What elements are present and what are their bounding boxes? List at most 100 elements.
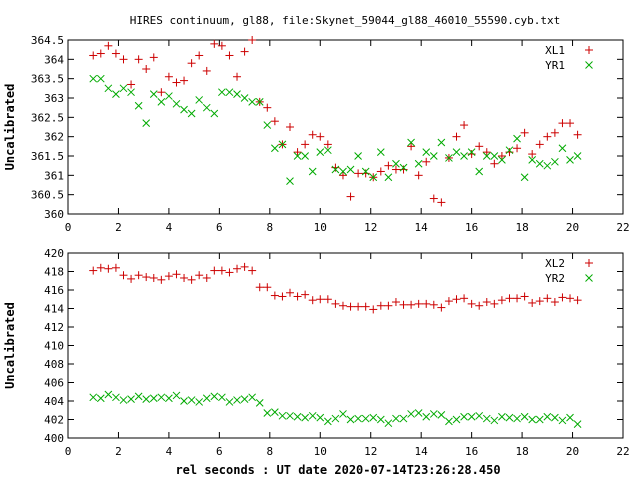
x-tick-label: 8 bbox=[267, 221, 274, 234]
data-point bbox=[399, 414, 408, 423]
data-point bbox=[475, 167, 484, 176]
data-point bbox=[369, 305, 378, 314]
y-tick-label: 362 bbox=[44, 131, 64, 144]
data-point bbox=[437, 198, 446, 207]
data-point bbox=[89, 266, 98, 275]
data-point bbox=[467, 150, 476, 159]
series-XL2 bbox=[89, 262, 582, 314]
data-point bbox=[316, 295, 325, 304]
x-tick-label: 6 bbox=[216, 445, 223, 458]
data-point bbox=[119, 84, 128, 93]
data-point bbox=[270, 117, 279, 126]
data-point bbox=[543, 161, 552, 170]
data-point bbox=[475, 142, 484, 151]
data-point bbox=[543, 294, 552, 303]
data-point bbox=[452, 295, 461, 304]
data-point bbox=[248, 36, 257, 44]
legend-label: XL1 bbox=[545, 44, 565, 57]
data-point bbox=[271, 408, 279, 416]
data-point bbox=[240, 94, 249, 102]
data-point bbox=[278, 292, 287, 301]
data-point bbox=[331, 165, 340, 174]
x-tick-label: 20 bbox=[566, 445, 579, 458]
data-point bbox=[316, 148, 325, 156]
y-tick-label: 404 bbox=[44, 395, 64, 408]
data-point bbox=[308, 296, 317, 305]
data-point bbox=[104, 41, 113, 50]
data-point bbox=[429, 194, 438, 203]
data-point bbox=[127, 395, 135, 404]
data-point bbox=[301, 152, 309, 160]
y-tick-label: 402 bbox=[44, 414, 64, 427]
data-point bbox=[528, 298, 537, 307]
data-point bbox=[180, 76, 189, 85]
data-point bbox=[149, 90, 158, 98]
data-point bbox=[278, 140, 287, 149]
data-point bbox=[460, 121, 469, 130]
data-point bbox=[490, 416, 499, 425]
data-point bbox=[149, 394, 158, 403]
x-tick-label: 12 bbox=[364, 445, 377, 458]
data-point bbox=[180, 397, 188, 405]
plot-frame bbox=[67, 252, 624, 439]
y-tick-label: 363.5 bbox=[31, 73, 64, 86]
data-point bbox=[142, 273, 151, 282]
data-point bbox=[301, 290, 310, 299]
x-axis-label: rel seconds : UT date 2020-07-14T23:26:2… bbox=[175, 463, 500, 477]
data-point bbox=[445, 417, 453, 426]
data-point bbox=[573, 420, 582, 428]
y-tick-label: 361.5 bbox=[31, 150, 64, 163]
series-YR2 bbox=[89, 390, 582, 428]
data-point bbox=[323, 417, 332, 426]
data-point bbox=[376, 301, 385, 310]
data-point bbox=[513, 134, 521, 143]
data-point bbox=[535, 140, 544, 149]
data-point bbox=[558, 144, 567, 153]
data-point bbox=[165, 92, 173, 100]
data-point bbox=[528, 156, 537, 164]
data-point bbox=[172, 78, 181, 87]
data-point bbox=[490, 159, 499, 168]
data-point bbox=[505, 413, 514, 422]
y-tick-label: 360.5 bbox=[31, 189, 64, 202]
data-point bbox=[187, 275, 196, 284]
data-point bbox=[482, 414, 491, 423]
data-point bbox=[202, 273, 211, 282]
data-point bbox=[460, 152, 468, 160]
data-point bbox=[384, 301, 393, 310]
data-point bbox=[497, 152, 506, 160]
chart-title: HIRES continuum, gl88, file:Skynet_59044… bbox=[130, 14, 560, 27]
data-point bbox=[391, 298, 400, 307]
data-point bbox=[316, 132, 325, 141]
data-point bbox=[399, 163, 408, 172]
data-point bbox=[558, 293, 567, 302]
data-point bbox=[218, 88, 226, 97]
y-tick-label: 363 bbox=[44, 92, 64, 105]
x-tick-label: 8 bbox=[267, 445, 274, 458]
data-point bbox=[164, 72, 173, 81]
x-tick-label: 16 bbox=[465, 221, 478, 234]
data-point bbox=[550, 298, 559, 307]
data-point bbox=[255, 283, 264, 292]
data-point bbox=[217, 41, 226, 50]
data-point bbox=[513, 144, 522, 153]
data-point bbox=[225, 88, 234, 97]
legend-marker bbox=[585, 274, 593, 282]
x-tick-label: 0 bbox=[65, 221, 72, 234]
data-point bbox=[497, 296, 506, 305]
data-point bbox=[535, 415, 544, 424]
data-point bbox=[452, 132, 461, 141]
data-point bbox=[255, 398, 264, 407]
data-point bbox=[293, 152, 302, 160]
data-point bbox=[437, 411, 446, 419]
data-point bbox=[475, 411, 484, 420]
data-point bbox=[278, 411, 287, 420]
data-point bbox=[164, 272, 173, 281]
series-YR1 bbox=[89, 74, 582, 185]
data-point bbox=[399, 165, 408, 174]
x-tick-label: 16 bbox=[465, 445, 478, 458]
data-point bbox=[255, 98, 264, 106]
data-point bbox=[134, 271, 143, 280]
data-point bbox=[134, 55, 143, 64]
y-tick-label: 418 bbox=[44, 266, 64, 279]
